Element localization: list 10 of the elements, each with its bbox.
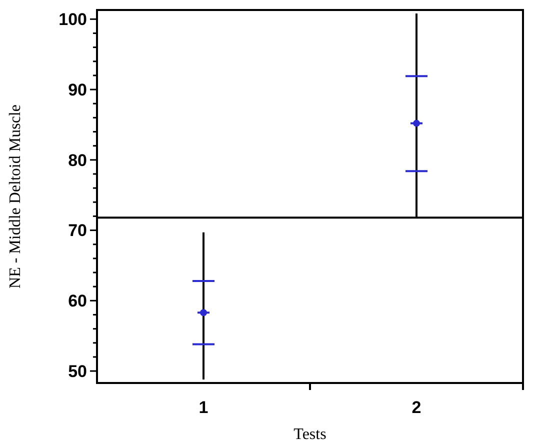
x-tick-label: 2	[412, 398, 422, 417]
x-tick-label: 1	[198, 398, 208, 417]
y-tick-label: 60	[68, 292, 87, 311]
x-axis-title: Tests	[294, 426, 326, 443]
y-tick-label: 90	[68, 80, 87, 100]
y-tick-label: 80	[68, 150, 87, 170]
y-tick-label: 70	[68, 221, 87, 240]
y-tick-label: 50	[68, 362, 87, 381]
y-tick-label: 100	[58, 10, 87, 30]
y-axis-title: NE - Middle Deltoid Muscle	[7, 104, 24, 288]
